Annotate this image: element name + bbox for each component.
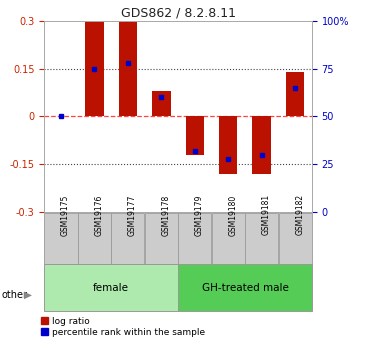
Legend: log ratio, percentile rank within the sample: log ratio, percentile rank within the sa… bbox=[41, 317, 205, 337]
Text: GSM19179: GSM19179 bbox=[195, 194, 204, 236]
Text: female: female bbox=[93, 283, 129, 293]
Text: GH-treated male: GH-treated male bbox=[201, 283, 288, 293]
Text: GSM19177: GSM19177 bbox=[128, 194, 137, 236]
Bar bbox=[145, 213, 178, 264]
Text: GSM19180: GSM19180 bbox=[228, 194, 237, 236]
Text: GSM19175: GSM19175 bbox=[61, 194, 70, 236]
Text: GSM19176: GSM19176 bbox=[94, 194, 104, 236]
Text: GSM19182: GSM19182 bbox=[295, 194, 304, 236]
Text: GSM19181: GSM19181 bbox=[262, 194, 271, 236]
Bar bbox=[44, 213, 77, 264]
Title: GDS862 / 8.2.8.11: GDS862 / 8.2.8.11 bbox=[121, 7, 236, 20]
Bar bbox=[178, 213, 211, 264]
Bar bbox=[152, 91, 171, 117]
Text: ▶: ▶ bbox=[24, 290, 32, 300]
Bar bbox=[219, 117, 238, 174]
Bar bbox=[212, 213, 245, 264]
Bar bbox=[44, 264, 178, 311]
Bar bbox=[178, 264, 312, 311]
Text: GSM19178: GSM19178 bbox=[161, 194, 170, 236]
Bar bbox=[119, 21, 137, 117]
Bar bbox=[85, 21, 104, 117]
Text: other: other bbox=[2, 290, 28, 300]
Bar bbox=[253, 117, 271, 174]
Bar bbox=[245, 213, 278, 264]
Bar bbox=[78, 213, 111, 264]
Bar bbox=[186, 117, 204, 155]
Bar bbox=[279, 213, 312, 264]
Bar bbox=[111, 213, 144, 264]
Bar bbox=[286, 72, 304, 117]
